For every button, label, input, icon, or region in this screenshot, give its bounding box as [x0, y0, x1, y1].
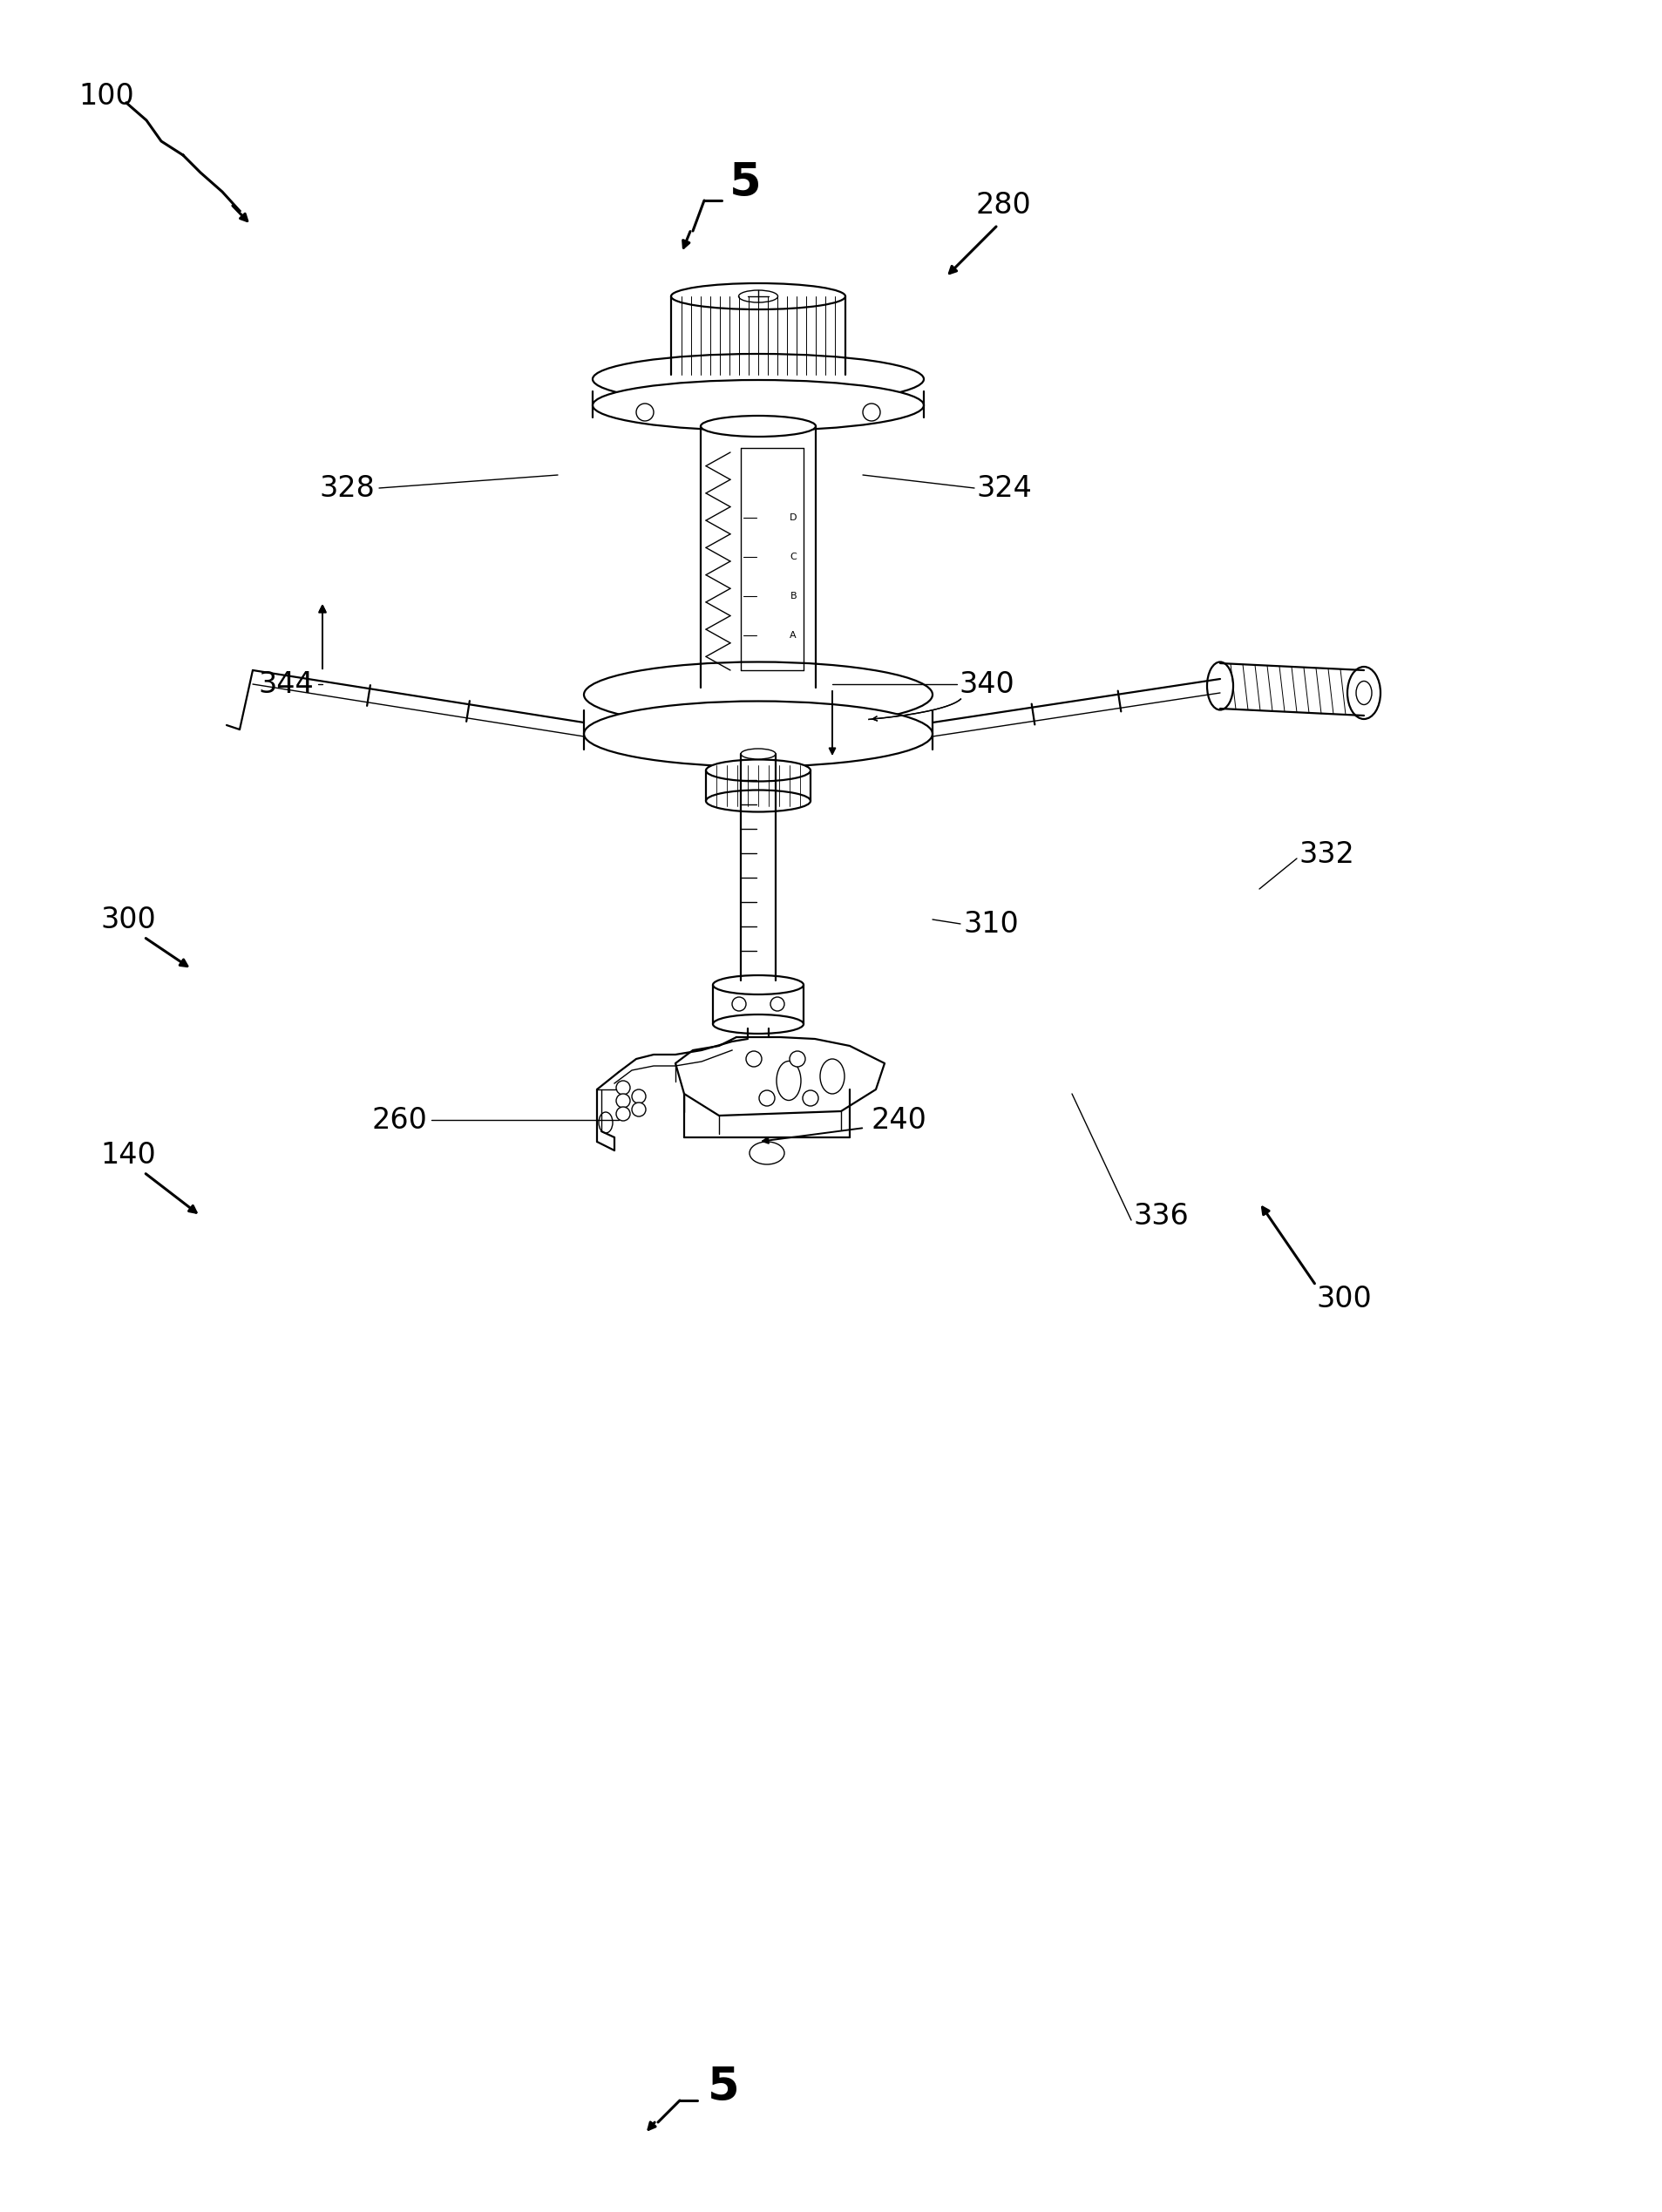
Ellipse shape [593, 354, 924, 405]
Circle shape [760, 1091, 774, 1106]
Text: A: A [789, 630, 796, 639]
Text: 332: 332 [1298, 841, 1355, 869]
Circle shape [803, 1091, 818, 1106]
Ellipse shape [750, 1141, 784, 1164]
Circle shape [632, 1102, 647, 1117]
Ellipse shape [713, 1015, 803, 1033]
Circle shape [863, 403, 881, 420]
Circle shape [789, 1051, 806, 1066]
Ellipse shape [713, 975, 803, 995]
Ellipse shape [706, 759, 811, 781]
Circle shape [617, 1082, 630, 1095]
Text: 240: 240 [871, 1106, 927, 1135]
Ellipse shape [593, 380, 924, 431]
Text: 5: 5 [708, 2064, 740, 2110]
Circle shape [746, 1051, 761, 1066]
Text: B: B [789, 593, 796, 599]
Text: 310: 310 [962, 909, 1019, 938]
Circle shape [617, 1093, 630, 1108]
Ellipse shape [706, 790, 811, 812]
Text: 260: 260 [371, 1106, 427, 1135]
Text: C: C [789, 553, 796, 562]
Text: 340: 340 [959, 670, 1014, 699]
Ellipse shape [701, 677, 816, 699]
Ellipse shape [671, 283, 846, 310]
Text: 344: 344 [258, 670, 314, 699]
Text: 140: 140 [100, 1141, 156, 1170]
Ellipse shape [819, 1060, 844, 1093]
Text: 300: 300 [1316, 1285, 1371, 1314]
Ellipse shape [776, 1062, 801, 1099]
Ellipse shape [1207, 661, 1233, 710]
Text: 5: 5 [730, 159, 761, 206]
Ellipse shape [671, 363, 846, 387]
Ellipse shape [598, 1113, 613, 1133]
Text: 300: 300 [100, 905, 156, 933]
Circle shape [632, 1091, 647, 1104]
Text: 336: 336 [1133, 1201, 1188, 1230]
Text: 328: 328 [319, 473, 374, 502]
Text: 324: 324 [976, 473, 1032, 502]
Ellipse shape [741, 748, 776, 759]
Circle shape [637, 403, 653, 420]
Circle shape [731, 998, 746, 1011]
Text: 280: 280 [976, 190, 1032, 219]
Ellipse shape [1348, 666, 1381, 719]
Circle shape [617, 1106, 630, 1121]
Ellipse shape [583, 701, 932, 768]
Ellipse shape [583, 661, 932, 728]
Ellipse shape [701, 416, 816, 436]
Circle shape [771, 998, 784, 1011]
Text: D: D [789, 513, 796, 522]
Text: 100: 100 [78, 82, 135, 111]
